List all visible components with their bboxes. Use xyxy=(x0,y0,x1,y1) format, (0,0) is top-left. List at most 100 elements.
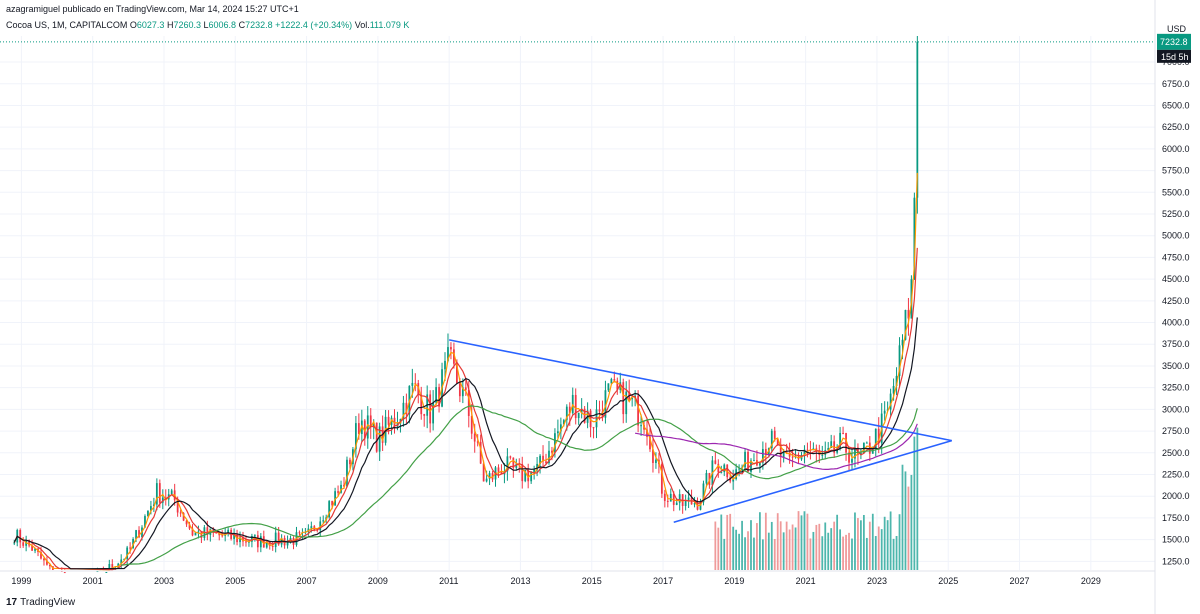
candle-body xyxy=(744,451,746,468)
low-value: 6006.8 xyxy=(208,20,237,30)
candle-body xyxy=(684,500,687,506)
candle-body xyxy=(524,469,527,482)
time-tick-label: 2005 xyxy=(225,576,245,586)
candle-body xyxy=(461,387,464,397)
price-tick-label: 2750.0 xyxy=(1162,426,1190,436)
volume-bar xyxy=(839,529,841,570)
candle-body xyxy=(411,382,414,386)
candle-body xyxy=(354,423,357,450)
volume-bar xyxy=(767,532,770,570)
candle-body xyxy=(49,564,51,567)
candle-body xyxy=(135,530,137,540)
candle-body xyxy=(705,473,708,484)
candle-body xyxy=(530,471,533,482)
candle-body xyxy=(126,547,129,559)
change-value: +1222.4 (+20.34%) xyxy=(275,20,353,30)
candle-body xyxy=(337,491,339,493)
volume-bar xyxy=(892,538,895,570)
close-value: 7232.8 xyxy=(245,20,273,30)
volume-bar xyxy=(782,532,785,570)
candle-body xyxy=(637,395,639,426)
trendlines xyxy=(449,339,953,524)
price-badge: 7232.8 xyxy=(1157,33,1191,50)
candle-body xyxy=(310,526,313,529)
time-tick-label: 2027 xyxy=(1010,576,1030,586)
candle-body xyxy=(19,529,22,543)
volume-bar xyxy=(732,526,735,570)
volume-bar xyxy=(842,536,844,570)
candle-body xyxy=(197,531,200,533)
candle-body xyxy=(898,345,901,376)
volume-bar xyxy=(720,514,723,570)
time-tick-label: 2009 xyxy=(368,576,388,586)
candle-body xyxy=(453,349,455,364)
candle-body xyxy=(366,415,369,439)
candle-body xyxy=(655,459,657,463)
volume-bar xyxy=(803,511,806,570)
volume-bar xyxy=(874,536,877,570)
open-label: O xyxy=(129,20,137,30)
volume-bar xyxy=(815,524,818,570)
candle-body xyxy=(420,394,423,415)
candle-body xyxy=(334,491,336,506)
candle-body xyxy=(458,383,461,397)
candle-body xyxy=(753,460,755,462)
candle-body xyxy=(286,540,289,546)
candle-body xyxy=(253,535,256,537)
candle-body xyxy=(432,402,435,424)
volume-bar xyxy=(860,520,862,570)
volume-bar xyxy=(729,513,732,570)
volume-bar xyxy=(759,512,761,570)
candle-body xyxy=(447,347,449,361)
candle-body xyxy=(43,558,45,561)
vol-label: Vol. xyxy=(354,20,370,30)
high-value: 7260.3 xyxy=(173,20,201,30)
price-tick-label: 2500.0 xyxy=(1162,448,1190,458)
volume-bar xyxy=(809,538,812,570)
candle-body xyxy=(476,441,479,443)
candle-body xyxy=(322,520,325,522)
volume-bar xyxy=(773,538,776,570)
resistance-trendline xyxy=(449,339,952,442)
symbol-name[interactable]: Cocoa US, 1M, CAPITALCOM xyxy=(6,20,128,30)
candle-body xyxy=(806,449,809,451)
vol-value: 111.079 K xyxy=(369,20,410,30)
time-tick-label: 2003 xyxy=(154,576,174,586)
volume-bar xyxy=(812,531,815,570)
candle-body xyxy=(147,510,149,517)
candle-body xyxy=(105,572,108,574)
candle-body xyxy=(672,493,675,505)
volume-bar xyxy=(744,537,746,570)
time-tick-label: 2001 xyxy=(83,576,103,586)
candle-body xyxy=(509,456,512,458)
tradingview-logo[interactable]: 17 TradingView xyxy=(6,597,75,608)
price-tick-label: 5250.0 xyxy=(1162,209,1190,219)
candle-body xyxy=(500,471,503,475)
candle-body xyxy=(378,426,381,452)
candle-body xyxy=(22,542,25,546)
candle-body xyxy=(554,433,556,453)
price-tick-label: 1250.0 xyxy=(1162,556,1190,566)
ma-red-line xyxy=(13,247,918,571)
price-tick-label: 4000.0 xyxy=(1162,318,1190,328)
candle-body xyxy=(212,528,215,533)
volume-bar xyxy=(854,512,856,570)
candle-body xyxy=(577,412,580,419)
currency-label: USD xyxy=(1167,24,1187,34)
candle-body xyxy=(865,442,868,444)
volume-bar xyxy=(788,529,791,570)
candle-body xyxy=(343,484,345,487)
candle-body xyxy=(717,463,720,473)
candle-body xyxy=(435,387,437,403)
candle-body xyxy=(892,385,895,394)
volume-bar xyxy=(877,526,880,570)
candle-body xyxy=(144,516,146,528)
volume-bar xyxy=(750,520,752,570)
candle-body xyxy=(883,410,886,414)
candle-body xyxy=(616,380,619,390)
candle-body xyxy=(848,452,850,463)
price-tick-label: 2250.0 xyxy=(1162,469,1190,479)
